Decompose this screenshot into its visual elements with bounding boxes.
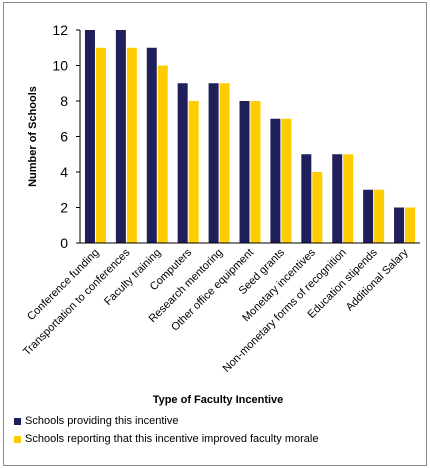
bar-series0-6: [270, 118, 281, 243]
y-tick-label-1: 2: [60, 200, 68, 216]
bar-series0-4: [208, 83, 219, 243]
y-tick-label-3: 6: [60, 129, 68, 145]
bar-series1-2: [157, 65, 168, 243]
bar-series1-10: [405, 207, 416, 243]
legend-item-improved-morale: Schools reporting that this incentive im…: [14, 430, 318, 448]
bar-series1-7: [312, 172, 323, 243]
legend: Schools providing this incentive Schools…: [14, 412, 318, 448]
bar-series1-9: [374, 189, 385, 243]
bar-series0-8: [332, 154, 343, 243]
legend-item-providing: Schools providing this incentive: [14, 412, 318, 430]
y-tick-label-0: 0: [60, 235, 68, 251]
legend-label-providing: Schools providing this incentive: [25, 415, 179, 427]
bar-series0-3: [177, 83, 188, 243]
y-tick-labels: 0 2 4 6 8 10 12: [52, 22, 80, 251]
bar-series0-2: [146, 47, 157, 243]
bar-series0-7: [301, 154, 312, 243]
legend-swatch-improved-morale: [14, 435, 21, 443]
x-axis-title: Type of Faculty Incentive: [153, 394, 284, 406]
legend-label-improved-morale: Schools reporting that this incentive im…: [25, 433, 319, 445]
y-tick-label-5: 10: [52, 58, 68, 74]
bar-series1-5: [250, 101, 261, 243]
bar-series0-10: [394, 207, 405, 243]
bar-series0-1: [115, 30, 126, 243]
bar-series1-4: [219, 83, 230, 243]
bar-series1-8: [343, 154, 354, 243]
bar-series0-5: [239, 101, 250, 243]
bar-series1-6: [281, 118, 292, 243]
y-axis-title: Number of Schools: [27, 86, 39, 187]
bar-series1-3: [188, 101, 199, 243]
y-tick-label-4: 8: [60, 93, 68, 109]
bars-group: [84, 30, 416, 243]
bar-series0-0: [84, 30, 95, 243]
bar-series0-9: [363, 189, 374, 243]
y-tick-label-6: 12: [52, 22, 68, 38]
bar-series1-0: [95, 47, 106, 243]
bar-series1-1: [126, 47, 137, 243]
legend-swatch-providing: [14, 417, 21, 425]
y-tick-label-2: 4: [60, 164, 68, 180]
